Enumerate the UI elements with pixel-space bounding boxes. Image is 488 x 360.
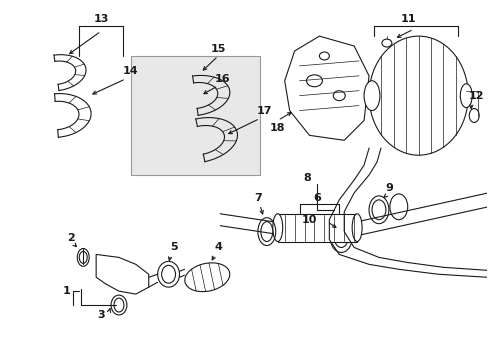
Ellipse shape bbox=[162, 265, 175, 283]
Text: 13: 13 bbox=[93, 14, 108, 24]
Text: 1: 1 bbox=[62, 286, 70, 296]
Text: 4: 4 bbox=[214, 243, 222, 252]
Polygon shape bbox=[96, 255, 148, 294]
Text: 3: 3 bbox=[97, 310, 105, 320]
Ellipse shape bbox=[381, 39, 391, 47]
Text: 8: 8 bbox=[303, 173, 311, 183]
Ellipse shape bbox=[334, 228, 347, 247]
Ellipse shape bbox=[114, 298, 123, 312]
Text: 10: 10 bbox=[301, 215, 317, 225]
Text: 9: 9 bbox=[384, 183, 392, 193]
Text: 5: 5 bbox=[169, 243, 177, 252]
Ellipse shape bbox=[79, 251, 87, 264]
Bar bbox=[277, 214, 356, 242]
Text: 16: 16 bbox=[214, 74, 229, 84]
Text: 7: 7 bbox=[253, 193, 261, 203]
Text: 11: 11 bbox=[400, 14, 416, 24]
Ellipse shape bbox=[371, 200, 385, 220]
Ellipse shape bbox=[389, 194, 407, 220]
Ellipse shape bbox=[368, 36, 468, 155]
Ellipse shape bbox=[306, 75, 322, 87]
Text: 14: 14 bbox=[123, 66, 139, 76]
Ellipse shape bbox=[184, 263, 229, 292]
Text: 6: 6 bbox=[313, 193, 321, 203]
Ellipse shape bbox=[319, 52, 328, 60]
Text: 17: 17 bbox=[257, 105, 272, 116]
Text: 15: 15 bbox=[210, 44, 225, 54]
Ellipse shape bbox=[333, 91, 345, 100]
Ellipse shape bbox=[260, 222, 272, 242]
Text: 18: 18 bbox=[269, 123, 285, 134]
Text: 12: 12 bbox=[468, 91, 483, 101]
Ellipse shape bbox=[459, 84, 471, 108]
Polygon shape bbox=[284, 36, 368, 140]
Bar bbox=[131, 56, 259, 175]
Ellipse shape bbox=[272, 214, 282, 242]
Ellipse shape bbox=[351, 214, 361, 242]
Text: 2: 2 bbox=[67, 233, 75, 243]
Ellipse shape bbox=[364, 81, 379, 111]
Ellipse shape bbox=[468, 109, 478, 122]
